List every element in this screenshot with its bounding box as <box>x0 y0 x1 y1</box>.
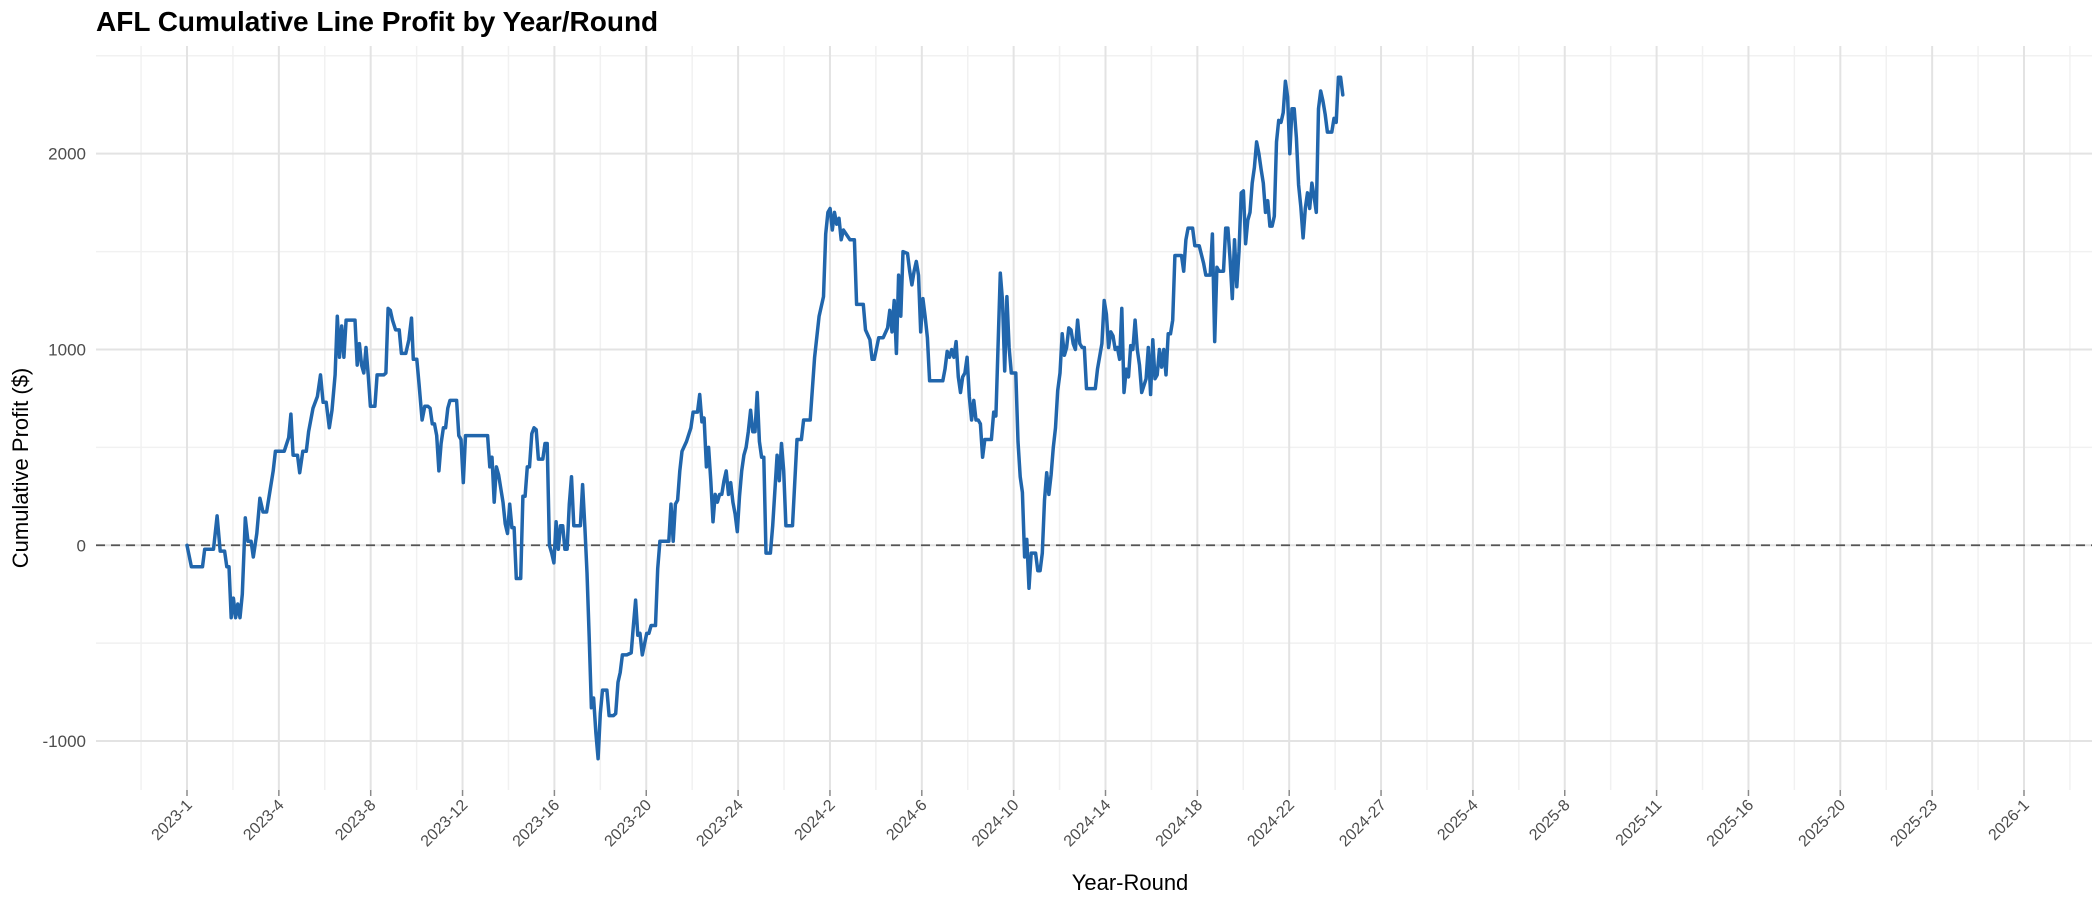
x-axis-ticks: 2023-1 2023-4 2023-8 2023-12 2023-16 2023-20 2… <box>149 790 2033 850</box>
y-tick-label: 1000 <box>48 340 86 359</box>
x-tick-label: 2023-1 <box>149 797 196 844</box>
x-axis-label: Year-Round <box>1072 870 1189 895</box>
x-tick-label: 2024-22 <box>1244 797 1298 851</box>
x-tick-label: 2025-8 <box>1526 797 1573 844</box>
x-tick-label: 2023-24 <box>693 797 747 851</box>
y-tick-label: -1000 <box>43 732 86 751</box>
y-tick-label: 0 <box>77 536 86 555</box>
x-tick-label: 2024-10 <box>969 797 1023 851</box>
x-tick-label: 2025-20 <box>1796 797 1850 851</box>
x-tick-label: 2025-16 <box>1704 797 1758 851</box>
x-tick-label: 2024-18 <box>1153 797 1207 851</box>
chart-title: AFL Cumulative Line Profit by Year/Round <box>96 6 659 37</box>
x-tick-label: 2023-4 <box>240 797 287 844</box>
x-tick-label: 2025-23 <box>1887 797 1941 851</box>
x-tick-label: 2024-6 <box>883 797 930 844</box>
x-tick-label: 2026-1 <box>1986 797 2033 844</box>
x-tick-label: 2023-12 <box>418 797 472 851</box>
y-axis-ticks: -1000 0 1000 2000 <box>43 145 86 751</box>
x-tick-label: 2024-14 <box>1061 797 1115 851</box>
x-tick-label: 2023-20 <box>602 797 656 851</box>
series-line <box>185 75 1345 761</box>
x-tick-label: 2023-16 <box>510 797 564 851</box>
x-tick-label: 2025-4 <box>1434 797 1481 844</box>
x-tick-label: 2025-11 <box>1613 797 1666 850</box>
y-tick-label: 2000 <box>48 145 86 164</box>
grid-major <box>96 46 2092 790</box>
x-tick-label: 2024-27 <box>1336 797 1390 851</box>
x-tick-label: 2023-8 <box>332 797 379 844</box>
grid-minor <box>96 46 2092 790</box>
y-axis-label: Cumulative Profit ($) <box>8 368 33 569</box>
series-layer <box>185 75 1345 761</box>
x-tick-label: 2024-2 <box>792 797 839 844</box>
